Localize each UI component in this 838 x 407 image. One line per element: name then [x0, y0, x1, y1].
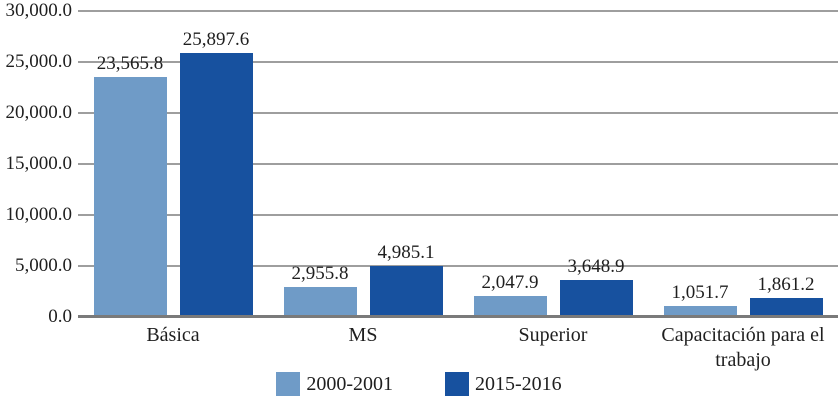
- bar-groups: 23,565.8 25,897.6 2,955.8 4,985.1 2,047.9 3,6…: [78, 11, 838, 317]
- gridline: [78, 214, 838, 216]
- category-label: Superior: [518, 324, 588, 346]
- plot-area: 23,565.8 25,897.6 2,955.8 4,985.1 2,047.9 3,6…: [78, 10, 838, 318]
- gridline: [78, 61, 838, 63]
- bar-2015-2016: 4,985.1: [369, 242, 443, 317]
- bar-2000-2001: 1,051.7: [663, 282, 737, 317]
- bar-value-label: 3,648.9: [567, 255, 625, 277]
- legend-item: 2000-2001: [276, 371, 393, 397]
- bar-value-label: 1,861.2: [757, 274, 815, 296]
- bar-group: 1,051.7 1,861.2: [648, 11, 838, 317]
- gridline: [78, 112, 838, 114]
- bar-2015-2016: 25,897.6: [179, 29, 253, 317]
- y-tick-label: 30,000.0: [5, 0, 73, 21]
- bar-value-label: 1,051.7: [671, 282, 729, 304]
- bar-2000-2001: 23,565.8: [93, 53, 167, 317]
- legend-swatch-2000-2001: [276, 372, 301, 396]
- gridline: [78, 163, 838, 165]
- bar-value-label: 25,897.6: [182, 28, 250, 50]
- y-tick-label: 20,000.0: [5, 102, 73, 123]
- bar-value-label: 2,955.8: [291, 262, 349, 284]
- y-tick-label: 10,000.0: [5, 204, 73, 225]
- y-tick-label: 5,000.0: [15, 255, 72, 276]
- bar-value-label: 4,985.1: [377, 242, 435, 264]
- bar-group: 23,565.8 25,897.6: [78, 11, 268, 317]
- y-tick-label: 25,000.0: [5, 51, 73, 72]
- bar-group: 2,047.9 3,648.9: [458, 11, 648, 317]
- y-tick-label: 15,000.0: [5, 153, 73, 174]
- legend-label: 2015-2016: [475, 373, 562, 395]
- bar-2000-2001: 2,955.8: [283, 263, 357, 317]
- category-label: MS: [348, 324, 378, 346]
- x-axis-line: [78, 315, 838, 318]
- category-axis: Básica MS Superior Capacitación para el tra…: [78, 323, 838, 373]
- category-label: Capacitación para el trabajo: [661, 324, 825, 371]
- legend: 2000-2001 2015-2016: [0, 371, 838, 397]
- legend-item: 2015-2016: [445, 371, 562, 397]
- bar-value-label: 23,565.8: [96, 52, 164, 74]
- category-label: Básica: [146, 324, 200, 346]
- bar-group: 2,955.8 4,985.1: [268, 11, 458, 317]
- gridline: [78, 10, 838, 12]
- legend-swatch-2015-2016: [445, 372, 469, 396]
- gridline: [78, 265, 838, 267]
- bar-2000-2001: 2,047.9: [473, 272, 547, 317]
- legend-label: 2000-2001: [306, 373, 393, 395]
- bar-value-label: 2,047.9: [481, 272, 539, 294]
- y-tick-label: 0.0: [48, 306, 72, 327]
- bar-2015-2016: 3,648.9: [559, 256, 633, 317]
- bar-2015-2016: 1,861.2: [749, 274, 823, 317]
